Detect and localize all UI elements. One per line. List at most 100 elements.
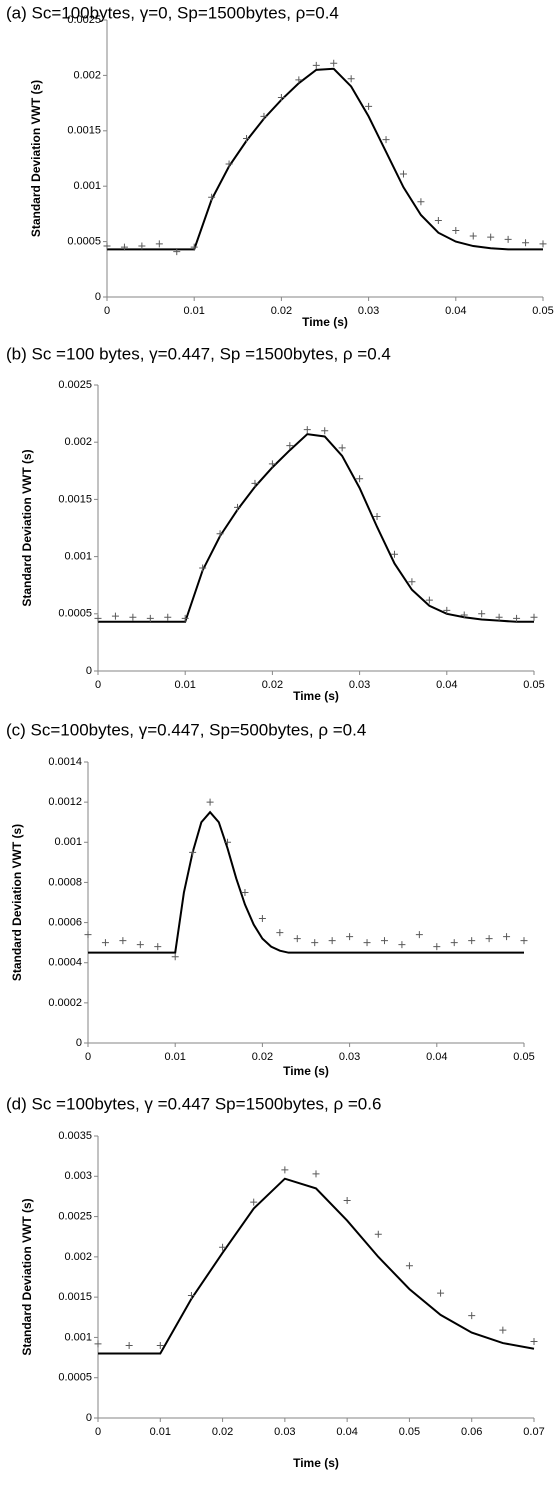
simulation-marker	[94, 1340, 102, 1348]
simulation-marker	[312, 1170, 320, 1178]
simulation-marker	[138, 242, 146, 250]
simulation-marker	[443, 606, 451, 614]
simulation-marker	[208, 193, 216, 201]
x-axis-title: Time (s)	[283, 1064, 329, 1078]
simulation-marker	[258, 915, 266, 923]
x-tick-label: 0	[95, 1426, 101, 1438]
x-tick-label: 0.01	[183, 305, 204, 317]
y-tick-label: 0	[76, 1037, 82, 1049]
simulation-marker	[437, 1289, 445, 1297]
model-line	[98, 1177, 535, 1355]
simulation-marker	[408, 578, 416, 586]
simulation-marker	[129, 613, 137, 621]
simulation-marker	[293, 935, 301, 943]
y-tick-label: 0.0004	[48, 957, 82, 969]
y-tick-label: 0.0005	[58, 608, 92, 620]
model-line	[107, 67, 543, 251]
simulation-marker	[487, 233, 495, 241]
simulation-marker	[398, 941, 406, 949]
x-axis-title: Time (s)	[293, 689, 339, 703]
simulation-marker	[450, 939, 458, 947]
simulation-marker	[469, 232, 477, 240]
y-tick-label: 0.001	[73, 180, 101, 192]
x-tick-label: 0.05	[523, 679, 544, 691]
simulation-marker	[417, 198, 425, 206]
y-tick-label: 0.0005	[67, 236, 101, 248]
y-tick-label: 0.001	[64, 551, 92, 563]
simulation-marker	[460, 611, 468, 619]
simulation-marker	[311, 939, 319, 947]
simulation-marker	[405, 1262, 413, 1270]
x-tick-label: 0.04	[336, 1426, 357, 1438]
x-tick-label: 0.05	[532, 305, 553, 317]
y-tick-label: 0.0005	[58, 1372, 92, 1384]
x-tick-label: 0.06	[461, 1426, 482, 1438]
simulation-marker	[136, 941, 144, 949]
y-tick-label: 0.0014	[48, 756, 82, 768]
y-tick-label: 0.0015	[58, 1291, 92, 1303]
x-tick-label: 0	[95, 679, 101, 691]
model-line	[98, 433, 534, 623]
y-axis-title: Standard Deviation VWT (s)	[10, 824, 24, 981]
simulation-marker	[485, 935, 493, 943]
x-tick-label: 0.01	[150, 1426, 171, 1438]
simulation-marker	[156, 1341, 164, 1349]
simulation-marker	[346, 933, 354, 941]
simulation-marker	[181, 614, 189, 622]
y-axis-title: Standard Deviation VWT (s)	[20, 1198, 34, 1355]
y-axis-title: Standard Deviation VWT (s)	[20, 449, 34, 606]
simulation-marker	[268, 460, 276, 468]
simulation-marker	[281, 1166, 289, 1174]
simulation-marker	[495, 613, 503, 621]
simulation-marker	[119, 937, 127, 945]
y-axis-title: Standard Deviation VWT (s)	[29, 80, 43, 237]
y-tick-label: 0.001	[64, 1331, 92, 1343]
panel: (d) Sc =100bytes, γ =0.447 Sp=1500bytes,…	[6, 1094, 545, 1470]
simulation-marker	[539, 240, 547, 248]
simulation-marker	[111, 612, 119, 620]
simulation-marker	[530, 1337, 538, 1345]
x-tick-label: 0.03	[339, 1051, 360, 1063]
simulation-marker	[243, 135, 251, 143]
simulation-marker	[260, 112, 268, 120]
x-tick-label: 0.02	[271, 305, 292, 317]
x-tick-label: 0.02	[252, 1051, 273, 1063]
simulation-marker	[224, 838, 232, 846]
simulation-marker	[234, 503, 242, 511]
y-tick-label: 0.0025	[58, 379, 92, 391]
y-tick-label: 0.0025	[58, 1210, 92, 1222]
simulation-marker	[206, 798, 214, 806]
simulation-marker	[330, 59, 338, 67]
y-tick-label: 0.002	[64, 436, 92, 448]
simulation-marker	[216, 530, 224, 538]
simulation-marker	[120, 243, 128, 251]
x-tick-label: 0.03	[349, 679, 370, 691]
y-tick-label: 0.0025	[67, 14, 101, 26]
chart-title: (c) Sc=100bytes, γ=0.447, Sp=500bytes, ρ…	[6, 720, 366, 739]
simulation-marker	[219, 1243, 227, 1251]
simulation-marker	[199, 564, 207, 572]
simulation-marker	[365, 102, 373, 110]
y-tick-label: 0	[86, 1412, 92, 1424]
simulation-marker	[286, 442, 294, 450]
chart-title: (b) Sc =100 bytes, γ=0.447, Sp =1500byte…	[6, 344, 391, 363]
chart-title: (d) Sc =100bytes, γ =0.447 Sp=1500bytes,…	[6, 1094, 381, 1113]
simulation-marker	[468, 937, 476, 945]
simulation-marker	[380, 937, 388, 945]
y-tick-label: 0	[95, 291, 101, 303]
simulation-marker	[452, 227, 460, 235]
simulation-marker	[504, 235, 512, 243]
simulation-marker	[154, 943, 162, 951]
x-axis-title: Time (s)	[293, 1456, 339, 1470]
x-tick-label: 0.04	[436, 679, 457, 691]
simulation-marker	[103, 242, 111, 250]
chart-title: (a) Sc=100bytes, γ=0, Sp=1500bytes, ρ=0.…	[6, 3, 339, 22]
simulation-marker	[425, 596, 433, 604]
simulation-marker	[468, 1312, 476, 1320]
simulation-marker	[101, 939, 109, 947]
simulation-marker	[173, 248, 181, 256]
simulation-marker	[434, 217, 442, 225]
simulation-marker	[164, 613, 172, 621]
x-tick-label: 0.01	[174, 679, 195, 691]
simulation-marker	[530, 613, 538, 621]
